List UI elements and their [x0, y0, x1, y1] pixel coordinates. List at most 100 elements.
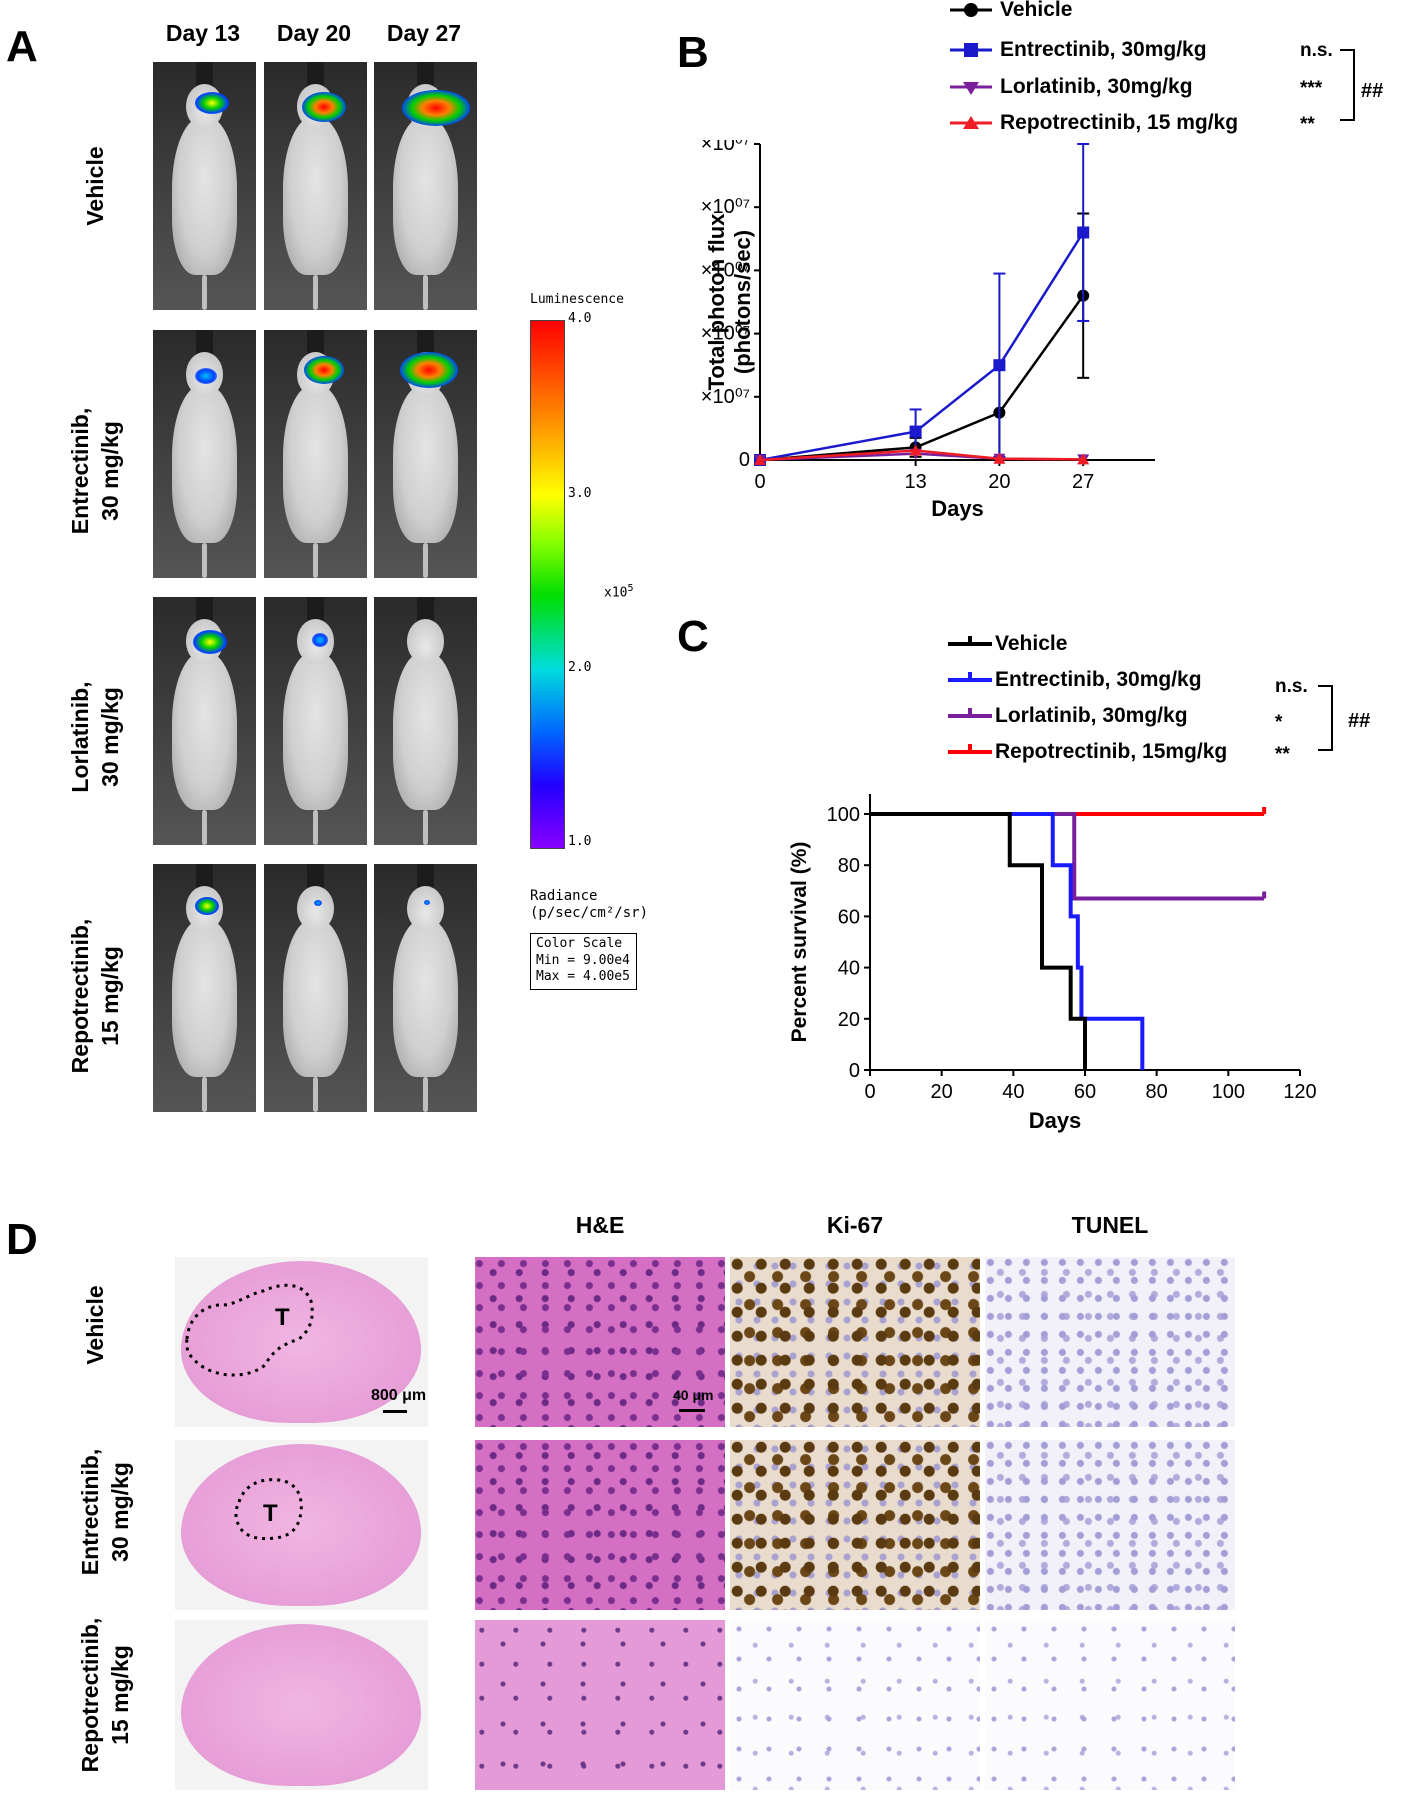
y-tick-label: 20: [838, 1009, 860, 1031]
x-tick-label: 0: [864, 1081, 875, 1103]
significance-lorlatinib: ***: [1300, 78, 1323, 99]
row-label-entrectinib: Entrectinib, 30 mg/kg: [67, 407, 123, 535]
scale-label-micro: 40 μm: [673, 1387, 714, 1403]
column-header-day-20: Day 20: [276, 20, 352, 46]
chart-b: 0 1×10⁰⁷ 2×10⁰⁷ 3×10⁰⁷ 4×10⁰⁷ 5×10⁰⁷ 0 13 20 27 Da…: [700, 140, 1155, 521]
brain-section-vehicle: T 800 μm: [175, 1257, 428, 1427]
significance-repotrectinib: **: [1300, 114, 1315, 135]
survival-curve: [870, 812, 1087, 1070]
legend-label: Vehicle: [995, 632, 1068, 655]
data-point: [1077, 226, 1090, 239]
series-line: [759, 294, 1085, 462]
legend-marker-repotrectinib: [948, 744, 992, 754]
x-tick-label: 120: [1283, 1081, 1316, 1103]
panel-letter-d: D: [6, 1215, 38, 1264]
data-point: [754, 454, 766, 465]
bli-image-entrectinib-day20: [264, 330, 367, 578]
histology-he-entrectinib: [475, 1440, 725, 1610]
y-tick-label: 60: [838, 906, 860, 928]
column-header-tunel: TUNEL: [1071, 1212, 1149, 1238]
series-entrectinib: [870, 812, 1145, 1070]
bli-image-vehicle-day20: [264, 62, 367, 310]
data-point: [909, 444, 922, 456]
color-scale-max: Max = 4.00e5: [536, 969, 630, 984]
histology-he-vehicle: 40 μm: [475, 1257, 725, 1427]
survival-curve: [870, 812, 1265, 901]
y-tick-label: 40: [838, 958, 860, 980]
histology-ki67-vehicle: [730, 1257, 980, 1427]
y-tick-label: 5×10⁰⁷: [700, 140, 750, 155]
legend-label: Vehicle: [1000, 0, 1073, 21]
series-line: [759, 449, 1084, 462]
legend-marker-lorlatinib: [950, 82, 992, 95]
row-label-repotrectinib: Repotrectinib, 15 mg/kg: [77, 1617, 133, 1773]
y-tick-label: 1×10⁰⁷: [700, 386, 750, 408]
x-tick-label: 20: [988, 471, 1010, 493]
column-header-day-13: Day 13: [165, 20, 241, 46]
x-tick-label: 27: [1072, 471, 1094, 493]
histology-ki67-entrectinib: [730, 1440, 980, 1610]
y-tick-label: 3×10⁰⁷: [700, 259, 750, 281]
brain-section-entrectinib: T: [175, 1440, 428, 1610]
row-label-lorlatinib: Lorlatinib, 30 mg/kg: [67, 681, 123, 793]
bli-image-entrectinib-day13: [153, 330, 256, 578]
significance-entrectinib: n.s.: [1300, 40, 1333, 61]
x-tick-label: 13: [904, 471, 926, 493]
histology-tunel-repotrectinib: [985, 1620, 1235, 1790]
scale-label-brain: 800 μm: [371, 1387, 427, 1404]
legend-label: Repotrectinib, 15mg/kg: [995, 740, 1228, 763]
row-label-repotrectinib: Repotrectinib, 15 mg/kg: [67, 918, 123, 1074]
survival-curve: [870, 812, 1145, 1070]
bli-image-repotrectinib-day13: [153, 864, 256, 1112]
x-tick-label: 20: [931, 1081, 953, 1103]
color-scale-box: Color Scale Min = 9.00e4 Max = 4.00e5: [530, 933, 637, 990]
legend-label: Repotrectinib, 15 mg/kg: [1000, 111, 1239, 134]
radiance-label: Radiance: [530, 888, 598, 904]
chart-c: 0 20 40 60 80 100 0 20 40 60 80 100 120 Days Percent s…: [788, 794, 1317, 1133]
bli-image-repotrectinib-day27: [374, 864, 477, 1112]
bli-image-entrectinib-day27: [374, 330, 477, 578]
panel-letter-a: A: [6, 22, 38, 71]
legend-markers-b: [950, 3, 992, 129]
scale-bar: [383, 1410, 407, 1413]
series-line: [759, 231, 1085, 462]
y-axis-label: (photons/sec): [730, 230, 755, 374]
histology-tunel-entrectinib: [985, 1440, 1235, 1610]
legend-label: Entrectinib, 30mg/kg: [1000, 38, 1207, 61]
data-point: [909, 425, 922, 438]
significance-lorlatinib: *: [1275, 712, 1283, 733]
radiance-units: (p/sec/cm²/sr): [530, 905, 649, 921]
x-axis-label: Days: [1029, 1108, 1082, 1133]
significance-bracket-b: [1340, 49, 1355, 121]
significance-bracket-c: [1318, 685, 1333, 751]
bli-image-lorlatinib-day13: [153, 597, 256, 845]
series-vehicle: [870, 812, 1087, 1070]
series-entrectinib: [754, 143, 1090, 466]
x-tick-label: 80: [1146, 1081, 1168, 1103]
color-scale-title: Color Scale: [536, 936, 623, 951]
legend-marker-vehicle: [950, 3, 992, 17]
column-header-ki67: Ki-67: [826, 1212, 884, 1238]
colorbar-multiplier: x105: [604, 583, 634, 601]
y-tick-label: 2×10⁰⁷: [700, 323, 750, 345]
bli-image-lorlatinib-day27: [374, 597, 477, 845]
bli-image-repotrectinib-day20: [264, 864, 367, 1112]
y-tick-label: 0: [739, 449, 750, 471]
bli-image-vehicle-day13: [153, 62, 256, 310]
row-label-vehicle: Vehicle: [82, 1285, 108, 1365]
colorbar-gradient: [530, 320, 565, 849]
histology-ki67-repotrectinib: [730, 1620, 980, 1790]
x-tick-label: 0: [754, 471, 765, 493]
color-scale-min: Min = 9.00e4: [536, 953, 630, 968]
panel-letter-c: C: [677, 612, 709, 661]
y-axis-label: Total photon flux: [704, 213, 729, 391]
y-tick-label: 4×10⁰⁷: [700, 196, 750, 218]
row-label-vehicle: Vehicle: [82, 146, 108, 226]
scale-bar: [679, 1409, 705, 1412]
y-tick-label: 100: [827, 804, 860, 826]
tumor-label: T: [263, 1500, 278, 1527]
legend-marker-repotrectinib: [950, 116, 992, 129]
x-tick-label: 60: [1074, 1081, 1096, 1103]
x-tick-label: 100: [1212, 1081, 1245, 1103]
significance-entrectinib: n.s.: [1275, 676, 1308, 697]
